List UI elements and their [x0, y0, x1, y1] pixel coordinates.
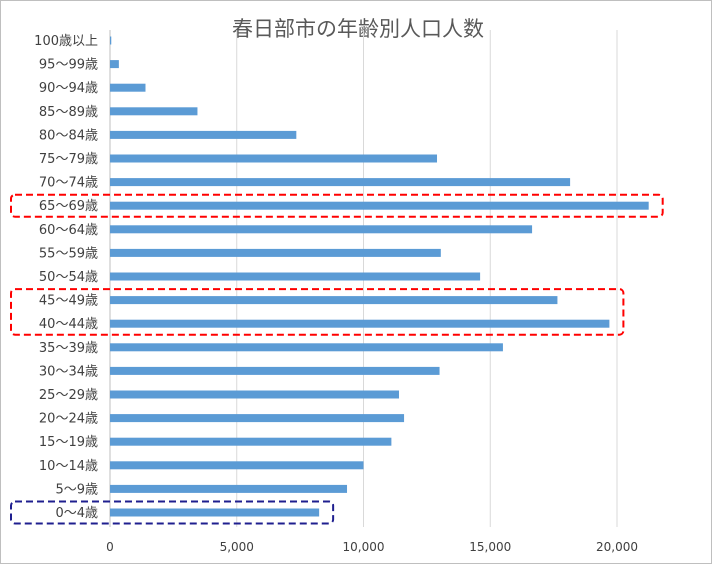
category-label: 40〜44歳: [39, 317, 98, 332]
category-label: 65〜69歳: [39, 199, 98, 214]
bar: [110, 178, 571, 187]
category-label: 100歳以上: [34, 34, 98, 49]
bar: [110, 343, 503, 352]
category-label: 35〜39歳: [39, 341, 98, 356]
bar: [110, 201, 649, 210]
bar: [110, 272, 481, 281]
bar: [110, 366, 440, 375]
x-tick-label: 20,000: [596, 540, 638, 554]
highlight-box: [10, 193, 664, 218]
x-tick-label: 10,000: [343, 540, 385, 554]
bar: [110, 36, 112, 45]
category-label: 80〜84歳: [39, 128, 98, 143]
category-label: 15〜19歳: [39, 435, 98, 450]
category-label: 20〜24歳: [39, 412, 98, 427]
bar: [110, 461, 364, 470]
bar: [110, 130, 297, 139]
category-label: 30〜34歳: [39, 364, 98, 379]
category-label: 75〜79歳: [39, 152, 98, 167]
bar: [110, 296, 558, 305]
category-labels: 100歳以上 95〜99歳 90〜94歳 85〜89歳 80〜84歳 75〜79歳 70〜7…: [34, 34, 98, 521]
category-label: 5〜9歳: [55, 482, 98, 497]
chart-title: 春日部市の年齢別人口人数: [232, 17, 484, 41]
category-label: 95〜99歳: [39, 58, 98, 73]
bar: [110, 248, 441, 257]
bar: [110, 107, 198, 116]
category-label: 50〜54歳: [39, 270, 98, 285]
bars: [110, 36, 649, 517]
category-label: 10〜14歳: [39, 459, 98, 474]
bar: [110, 484, 348, 493]
category-label: 25〜29歳: [39, 388, 98, 403]
bar: [110, 60, 119, 69]
category-label: 0〜4歳: [55, 506, 98, 521]
category-label: 85〜89歳: [39, 105, 98, 120]
bar: [110, 225, 533, 234]
bar: [110, 508, 320, 517]
x-tick-label: 15,000: [469, 540, 511, 554]
bar: [110, 390, 399, 399]
x-tick-label: 5,000: [220, 540, 254, 554]
category-label: 60〜64歳: [39, 223, 98, 238]
bar: [110, 414, 405, 423]
bar: [110, 154, 438, 163]
bar: [110, 83, 146, 92]
highlight-box: [10, 500, 335, 525]
category-label: 45〜49歳: [39, 294, 98, 309]
category-label: 55〜59歳: [39, 246, 98, 261]
x-tick-labels: 0 5,000 10,000 15,000 20,000: [106, 540, 638, 554]
bar: [110, 319, 610, 328]
category-label: 70〜74歳: [39, 176, 98, 191]
highlight-boxes: [10, 193, 664, 525]
bar: [110, 437, 392, 446]
category-label: 90〜94歳: [39, 81, 98, 96]
x-tick-label: 0: [106, 540, 114, 554]
highlight-box: [10, 288, 625, 336]
